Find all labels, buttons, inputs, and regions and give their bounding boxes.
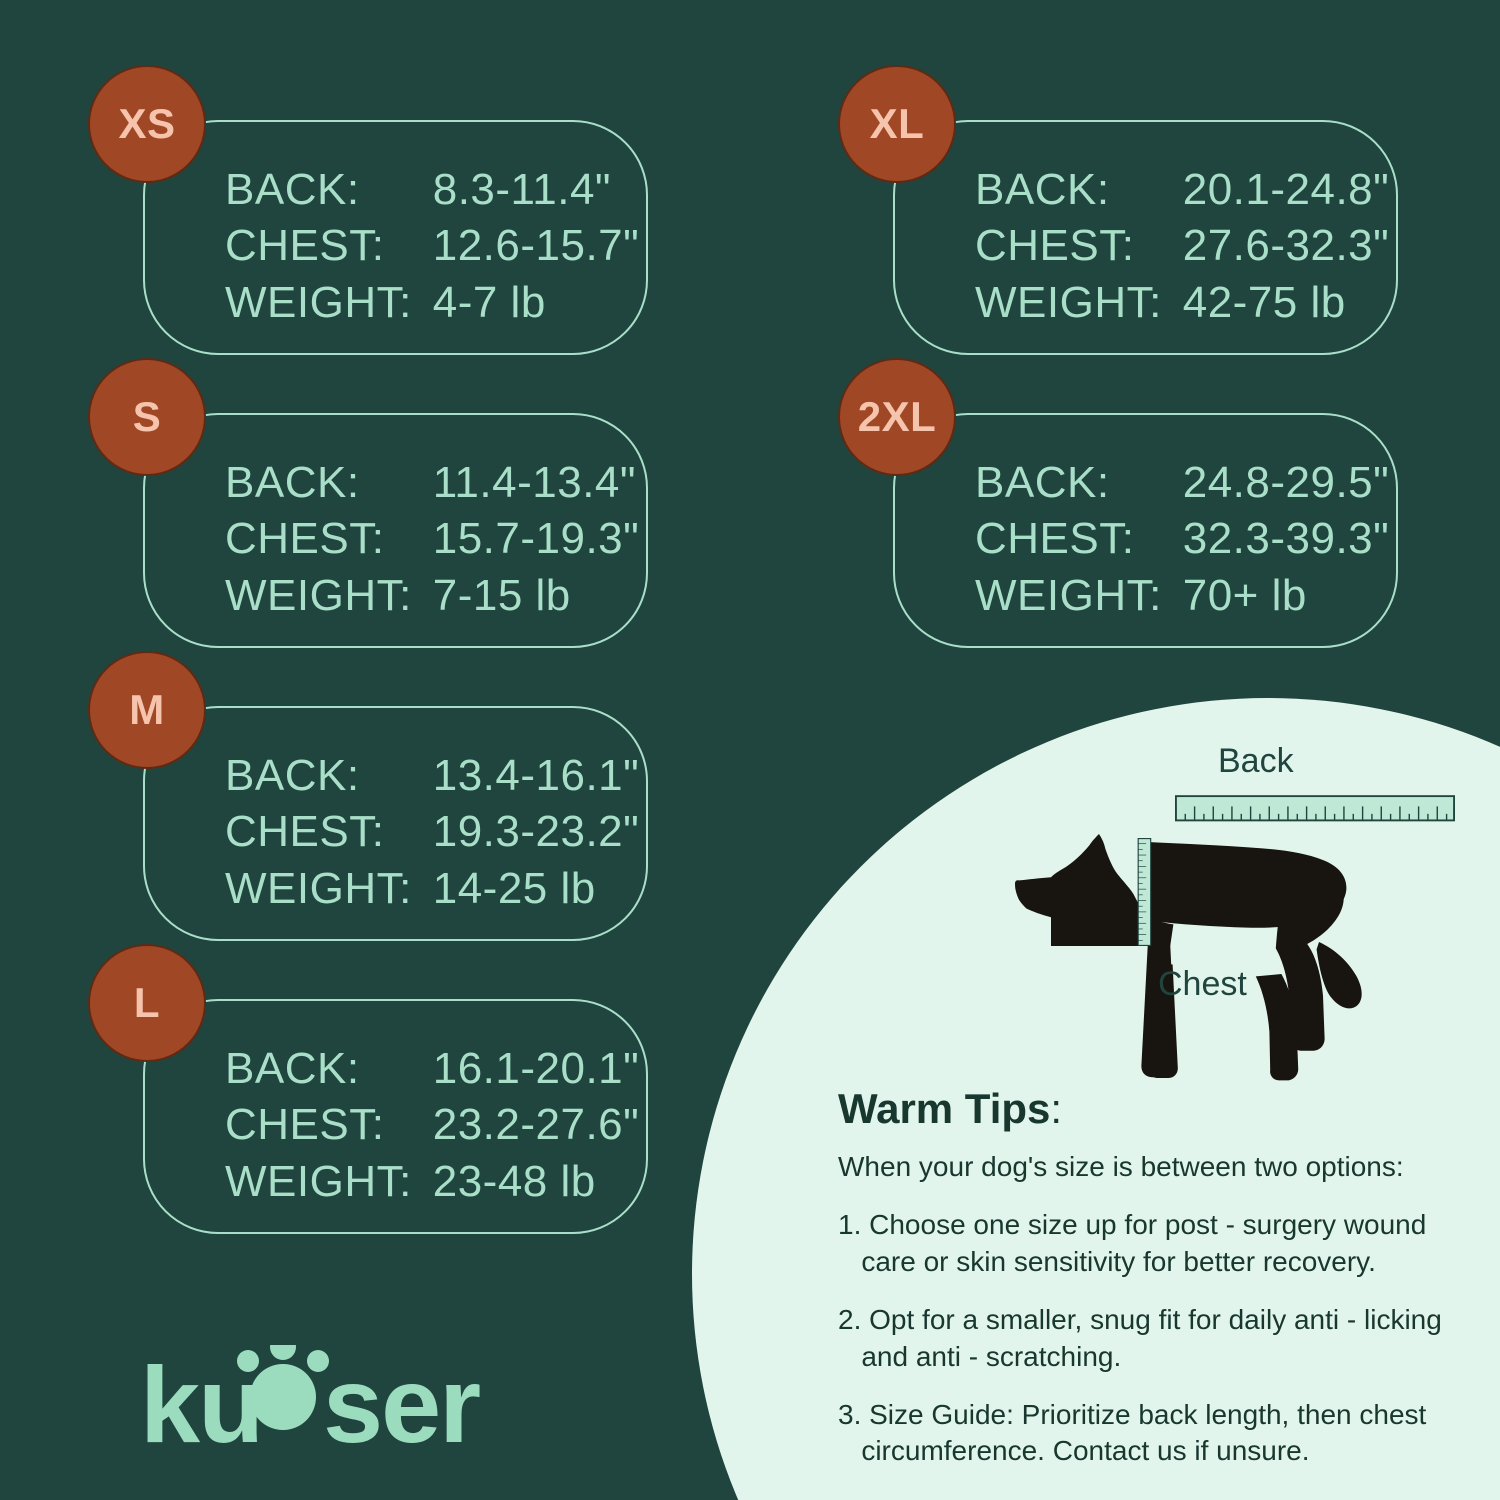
svg-text:ser: ser xyxy=(323,1345,480,1465)
